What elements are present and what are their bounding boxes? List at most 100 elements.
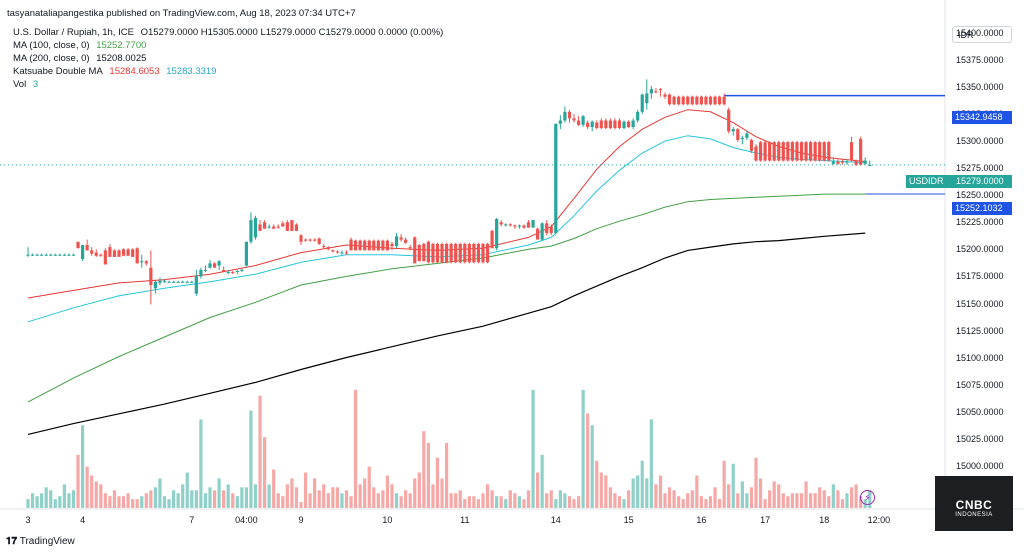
cnbc-logo-text: CNBC: [955, 498, 993, 512]
candle-body: [263, 222, 267, 229]
volume-bar: [768, 490, 772, 508]
tradingview-logo[interactable]: 𝟏𝟕 TradingView: [6, 536, 75, 547]
candle-body: [253, 217, 258, 238]
volume-bar: [135, 499, 139, 508]
candle-body: [695, 96, 699, 105]
candle-body: [285, 222, 289, 231]
volume-bar: [822, 490, 826, 508]
candle-body: [831, 161, 835, 164]
candle-body: [172, 281, 176, 283]
volume-bar: [686, 493, 690, 508]
volume-bar: [181, 484, 185, 508]
lightning-icon[interactable]: ⚡: [860, 490, 875, 505]
candle-body: [463, 243, 467, 263]
candle-body: [495, 218, 499, 249]
price-tick-label: 15225.0000: [956, 217, 1004, 228]
candle-body: [35, 254, 39, 256]
candle-body: [194, 276, 198, 294]
candle-body: [90, 250, 94, 254]
volume-bar: [276, 493, 280, 508]
candle-body: [786, 142, 790, 161]
volume-bar: [777, 484, 781, 508]
candle-body: [836, 161, 840, 164]
ma100-line: [27, 193, 866, 403]
volume-bar: [240, 487, 244, 508]
candle-body: [81, 244, 85, 260]
candle-body: [472, 243, 476, 263]
candle-body: [849, 142, 854, 161]
volume-value: 3: [32, 79, 39, 90]
candle-body: [103, 250, 107, 265]
volume-bar: [490, 490, 494, 508]
volume-bar: [663, 493, 667, 508]
candle-body: [390, 243, 394, 247]
candle-body: [258, 224, 262, 231]
volume-bar: [367, 466, 371, 508]
volume-bar: [208, 487, 212, 508]
candle-body: [699, 96, 703, 105]
candle-body: [199, 269, 203, 277]
volume-bar: [85, 466, 89, 508]
time-tick-label: 16: [696, 515, 707, 525]
volume-bar: [144, 493, 148, 508]
candle-body: [117, 250, 121, 257]
volume-bar: [754, 457, 758, 508]
volume-bar: [399, 496, 403, 508]
katsuabe-legend[interactable]: Katsuabe Double MA 15284.6053 15283.3319: [13, 66, 220, 77]
volume-bar: [740, 481, 744, 508]
volume-bar: [690, 490, 694, 508]
candle-body: [231, 272, 235, 274]
volume-bar: [199, 419, 203, 508]
volume-bar: [112, 490, 117, 508]
currency-selector[interactable]: IDR: [952, 26, 1012, 43]
candle-body: [153, 281, 157, 289]
volume-bar: [654, 484, 658, 508]
volume-bar: [804, 481, 808, 508]
candle-body: [727, 109, 731, 132]
time-tick-label: 7: [189, 515, 195, 525]
candle-body: [131, 249, 135, 257]
price-tick-label: 15100.0000: [956, 352, 1004, 363]
volume-bar: [272, 469, 276, 508]
volume-bar: [44, 487, 48, 508]
volume-bar: [485, 484, 490, 508]
candle-body: [135, 248, 139, 264]
ma100-legend[interactable]: MA (100, close, 0) 15252.7700: [13, 40, 150, 51]
candle-body: [722, 96, 726, 105]
candle-body: [167, 281, 171, 283]
candle-body: [190, 281, 194, 283]
candle-body: [563, 111, 567, 121]
ma200-legend[interactable]: MA (200, close, 0) 15208.0025: [13, 53, 150, 64]
volume-bar: [76, 454, 80, 508]
price-tick-label: 15350.0000: [956, 82, 1004, 93]
volume-bar: [212, 490, 217, 508]
candle-body: [576, 120, 581, 125]
price-tick-label: 15000.0000: [956, 460, 1004, 471]
volume-bar: [645, 478, 649, 508]
volume-legend[interactable]: Vol 3: [13, 79, 42, 90]
volume-bar: [827, 496, 831, 508]
volume-bar: [449, 493, 453, 508]
candle-body: [627, 121, 631, 127]
price-tick-label: 15125.0000: [956, 325, 1004, 336]
candle-body: [67, 254, 71, 256]
candle-body: [572, 118, 576, 121]
volume-bar: [590, 425, 594, 508]
candle-body: [731, 129, 735, 132]
candle-body: [354, 240, 358, 251]
volume-bar: [681, 499, 685, 508]
candle-body: [335, 251, 339, 253]
candle-body: [76, 241, 80, 249]
volume-bar: [718, 499, 722, 508]
candle-body: [517, 225, 521, 227]
volume-bar: [358, 484, 362, 508]
candle-body: [485, 243, 490, 263]
volume-bar: [194, 490, 198, 508]
volume-bar: [713, 487, 717, 508]
candle-body: [772, 142, 776, 161]
ma100-value: 15252.7700: [96, 40, 147, 51]
candle-body: [617, 120, 622, 129]
katsuabe-value-1: 15284.6053: [109, 66, 160, 77]
price-tick-label: 15375.0000: [956, 54, 1004, 65]
